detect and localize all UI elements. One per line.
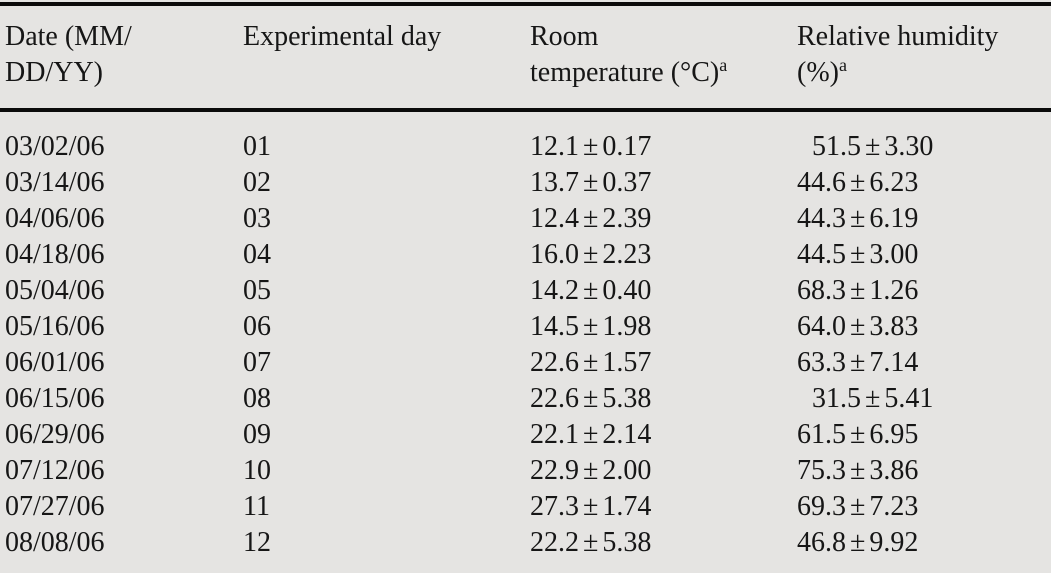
date-cell: 04/18/06 (5, 239, 105, 270)
humidity-cell: 68.3 ± 1.26 (797, 275, 919, 306)
day-cell: 07 (243, 347, 271, 378)
col-header-temperature: Room temperature (°C)a (525, 4, 792, 112)
table-row: 08/08/06 12 22.2 ± 5.38 46.8 ± 9.92 (0, 525, 1051, 561)
humidity-cell: 69.3 ± 7.23 (797, 491, 919, 522)
date-cell: 07/27/06 (5, 491, 105, 522)
humidity-cell: 44.6 ± 6.23 (797, 167, 919, 198)
table-row: 06/01/06 07 22.6 ± 1.57 63.3 ± 7.14 (0, 345, 1051, 381)
table-row: 03/02/06 01 12.1 ± 0.17 51.5 ± 3.30 (0, 110, 1051, 165)
col-header-temperature-line1: Room (530, 21, 599, 52)
col-header-date-line1: Date (MM/ (5, 21, 132, 52)
humidity-cell: 64.0 ± 3.83 (797, 311, 919, 342)
day-cell: 10 (243, 455, 271, 486)
table-row: 07/12/06 10 22.9 ± 2.00 75.3 ± 3.86 (0, 453, 1051, 489)
col-header-day: Experimental day (238, 4, 525, 112)
humidity-cell: 44.3 ± 6.19 (797, 203, 919, 234)
day-cell: 05 (243, 275, 271, 306)
date-cell: 06/29/06 (5, 419, 105, 450)
temperature-cell: 22.6 ± 1.57 (530, 347, 652, 378)
table-row: 06/15/06 08 22.6 ± 5.38 31.5 ± 5.41 (0, 381, 1051, 417)
humidity-cell: 51.5 ± 3.30 (812, 131, 934, 162)
humidity-cell: 63.3 ± 7.14 (797, 347, 919, 378)
temperature-cell: 22.1 ± 2.14 (530, 419, 652, 450)
day-cell: 11 (243, 491, 270, 522)
table-row: 05/16/06 06 14.5 ± 1.98 64.0 ± 3.83 (0, 309, 1051, 345)
temperature-cell: 22.6 ± 5.38 (530, 383, 652, 414)
col-header-humidity-line1: Relative humidity (797, 21, 999, 52)
date-cell: 06/15/06 (5, 383, 105, 414)
day-cell: 12 (243, 527, 271, 558)
date-cell: 05/04/06 (5, 275, 105, 306)
col-header-humidity-line2: (%)a (797, 55, 847, 88)
temperature-cell: 22.9 ± 2.00 (530, 455, 652, 486)
table-row: 06/29/06 09 22.1 ± 2.14 61.5 ± 6.95 (0, 417, 1051, 453)
table-row: 07/27/06 11 27.3 ± 1.74 69.3 ± 7.23 (0, 489, 1051, 525)
date-cell: 05/16/06 (5, 311, 105, 342)
humidity-cell: 46.8 ± 9.92 (797, 527, 919, 558)
table-row: 04/18/06 04 16.0 ± 2.23 44.5 ± 3.00 (0, 237, 1051, 273)
footnote-marker: a (719, 55, 728, 75)
humidity-cell: 75.3 ± 3.86 (797, 455, 919, 486)
table-row: 03/14/06 02 13.7 ± 0.37 44.6 ± 6.23 (0, 165, 1051, 201)
temperature-cell: 12.4 ± 2.39 (530, 203, 652, 234)
temperature-cell: 27.3 ± 1.74 (530, 491, 652, 522)
date-cell: 03/14/06 (5, 167, 105, 198)
col-header-day-line1: Experimental day (243, 21, 442, 52)
date-cell: 07/12/06 (5, 455, 105, 486)
header-row: Date (MM/ DD/YY) Experimental day Room t… (0, 4, 1051, 112)
day-cell: 04 (243, 239, 271, 270)
date-cell: 03/02/06 (5, 131, 105, 162)
day-cell: 03 (243, 203, 271, 234)
humidity-cell: 61.5 ± 6.95 (797, 419, 919, 450)
col-header-temperature-line2: temperature (°C)a (530, 55, 728, 88)
date-cell: 06/01/06 (5, 347, 105, 378)
col-header-humidity: Relative humidity (%)a (792, 4, 1051, 112)
temperature-cell: 22.2 ± 5.38 (530, 527, 652, 558)
col-header-date-line2: DD/YY) (5, 57, 103, 88)
temperature-cell: 13.7 ± 0.37 (530, 167, 652, 198)
temperature-cell: 12.1 ± 0.17 (530, 131, 652, 162)
day-cell: 08 (243, 383, 271, 414)
col-header-date: Date (MM/ DD/YY) (0, 4, 238, 112)
humidity-cell: 31.5 ± 5.41 (812, 383, 934, 414)
temperature-cell: 14.5 ± 1.98 (530, 311, 652, 342)
table-row: 05/04/06 05 14.2 ± 0.40 68.3 ± 1.26 (0, 273, 1051, 309)
day-cell: 09 (243, 419, 271, 450)
day-cell: 01 (243, 131, 271, 162)
environmental-conditions-table: Date (MM/ DD/YY) Experimental day Room t… (0, 2, 1051, 561)
day-cell: 02 (243, 167, 271, 198)
footnote-marker: a (838, 55, 847, 75)
day-cell: 06 (243, 311, 271, 342)
date-cell: 04/06/06 (5, 203, 105, 234)
table-row: 04/06/06 03 12.4 ± 2.39 44.3 ± 6.19 (0, 201, 1051, 237)
date-cell: 08/08/06 (5, 527, 105, 558)
temperature-cell: 14.2 ± 0.40 (530, 275, 652, 306)
temperature-cell: 16.0 ± 2.23 (530, 239, 652, 270)
humidity-cell: 44.5 ± 3.00 (797, 239, 919, 270)
